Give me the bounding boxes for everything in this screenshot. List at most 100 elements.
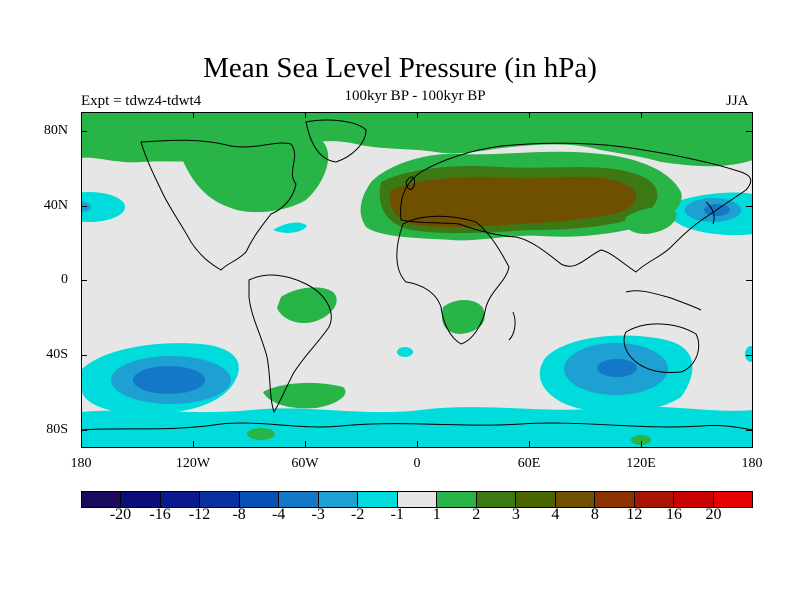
colorbar-label: 20 xyxy=(705,506,722,523)
colorbar-swatch xyxy=(713,492,752,507)
colorbar-swatch xyxy=(318,492,359,507)
lat-tick xyxy=(746,280,752,281)
lon-label-120w: 120W xyxy=(175,456,211,471)
colorbar-label: 4 xyxy=(551,506,560,523)
lat-tick xyxy=(81,430,87,431)
colorbar-swatch xyxy=(121,492,161,507)
colorbar-swatch xyxy=(239,492,280,507)
coastline-antarctica xyxy=(81,422,753,431)
gulf-stream-low-patch xyxy=(273,222,307,233)
colorbar-swatch xyxy=(200,492,240,507)
south-america-high xyxy=(277,287,337,324)
lat-tick xyxy=(81,280,87,281)
lat-label-80n: 80N xyxy=(43,123,68,138)
lat-tick xyxy=(746,131,752,132)
lon-label-180e: 180 xyxy=(741,456,763,471)
lat-label-80s: 80S xyxy=(46,422,68,437)
coastline-british-isles xyxy=(405,176,415,190)
lat-label-40s: 40S xyxy=(46,347,68,362)
lon-tick xyxy=(305,112,306,118)
lon-tick xyxy=(529,441,530,447)
colorbar-swatch xyxy=(674,492,714,507)
lat-tick xyxy=(746,206,752,207)
lat-tick xyxy=(746,430,752,431)
lat-tick xyxy=(81,206,87,207)
east-pacific-small-patch xyxy=(745,346,753,362)
colorbar-label: -8 xyxy=(232,506,246,523)
colorbar-swatch xyxy=(555,492,596,507)
lon-tick xyxy=(417,112,418,118)
east-pacific-low-patch xyxy=(81,192,125,222)
colorbar-label: -16 xyxy=(149,506,171,523)
coastline-madagascar xyxy=(508,311,516,341)
colorbar-swatch xyxy=(437,492,477,507)
colorbar-label: -2 xyxy=(351,506,365,523)
colorbar-swatch xyxy=(82,492,122,507)
coastline-greenland xyxy=(305,119,367,163)
lon-label-0: 0 xyxy=(413,456,421,471)
lon-tick xyxy=(529,112,530,118)
colorbar-swatch xyxy=(595,492,635,507)
lon-tick xyxy=(641,441,642,447)
lon-tick xyxy=(641,112,642,118)
colorbar-label: -20 xyxy=(109,506,132,523)
lon-tick xyxy=(305,441,306,447)
colorbar-swatch xyxy=(160,492,201,507)
lon-label-120e: 120E xyxy=(626,456,656,471)
south-atlantic-high xyxy=(263,382,346,409)
lon-tick xyxy=(193,441,194,447)
southern-ocean-high-patch xyxy=(247,428,275,440)
colorbar-label: -3 xyxy=(311,506,325,523)
eurasia-high-core xyxy=(389,176,636,228)
colorbar-swatch xyxy=(397,492,438,507)
lat-tick xyxy=(81,355,87,356)
colorbar-label: 12 xyxy=(626,506,643,523)
season-label: JJA xyxy=(726,93,749,109)
chart-subtitle: 100kyr BP - 100kyr BP xyxy=(344,88,486,104)
colorbar-label: -1 xyxy=(390,506,404,523)
coastline-australia xyxy=(623,323,700,373)
colorbar-label: -4 xyxy=(271,506,286,523)
colorbar xyxy=(81,491,753,508)
east-pacific-low-core xyxy=(81,202,91,212)
lon-label-60e: 60E xyxy=(517,456,541,471)
west-pacific-high xyxy=(624,207,677,234)
colorbar-swatch xyxy=(516,492,556,507)
coastline-africa xyxy=(396,215,510,345)
south-atlantic-low-patch xyxy=(397,347,413,357)
colorbar-label: 1 xyxy=(432,506,441,523)
positive-anomaly-fields xyxy=(81,112,753,445)
map-plot-area xyxy=(81,112,753,448)
chart-title: Mean Sea Level Pressure (in hPa) xyxy=(203,52,597,84)
coastline-indonesia xyxy=(625,290,702,311)
negative-anomaly-fields xyxy=(81,192,753,448)
colorbar-label: 16 xyxy=(665,506,682,523)
coastline-japan xyxy=(705,201,715,225)
lat-label-0: 0 xyxy=(61,272,68,287)
southern-africa-high xyxy=(441,299,485,334)
experiment-label: Expt = tdwz4-tdwt4 xyxy=(81,93,202,109)
colorbar-label: 8 xyxy=(590,506,599,523)
north-america-high xyxy=(176,133,329,213)
lon-label-60w: 60W xyxy=(291,456,319,471)
coastlines xyxy=(81,119,753,431)
colorbar-swatch xyxy=(358,492,398,507)
southern-ocean-high-patch xyxy=(631,435,651,445)
coastline-north-america xyxy=(140,139,297,271)
lat-tick xyxy=(746,355,752,356)
coastline-eurasia xyxy=(400,142,752,273)
colorbar-swatch xyxy=(279,492,319,507)
coastline-south-america xyxy=(248,274,332,414)
colorbar-swatch xyxy=(634,492,675,507)
colorbar-label: 3 xyxy=(511,506,520,523)
colorbar-swatch xyxy=(476,492,517,507)
colorbar-label: -12 xyxy=(188,506,211,523)
map-frame xyxy=(81,112,753,448)
lon-tick xyxy=(417,441,418,447)
lon-tick xyxy=(193,112,194,118)
south-pacific-low-core xyxy=(133,366,205,394)
southern-ocean-band xyxy=(81,406,753,448)
lat-tick xyxy=(81,131,87,132)
indian-ocean-low-core xyxy=(597,359,637,377)
lat-label-40n: 40N xyxy=(43,198,68,213)
